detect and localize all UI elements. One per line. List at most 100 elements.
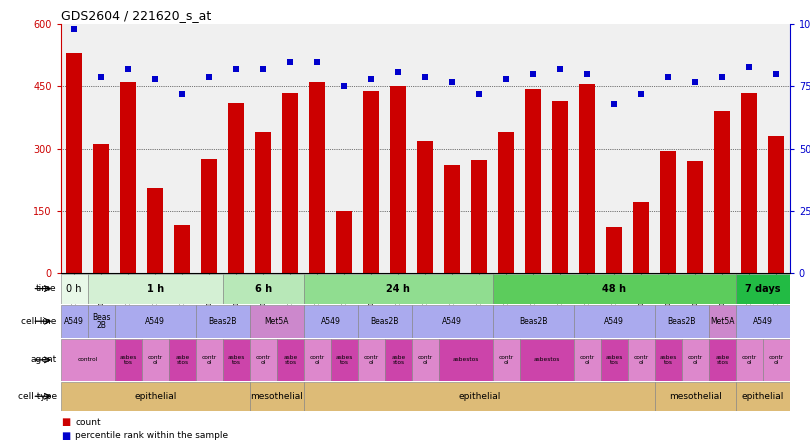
Bar [417, 141, 433, 273]
Text: 1 h: 1 h [147, 284, 164, 293]
Bar [492, 274, 735, 304]
Bar [735, 339, 763, 381]
Bar [223, 274, 304, 304]
Text: control: control [78, 357, 98, 362]
Text: agent: agent [31, 355, 57, 365]
Bar [309, 82, 326, 273]
Text: 6 h: 6 h [254, 284, 272, 293]
Bar [492, 305, 573, 338]
Point [608, 100, 620, 107]
Text: percentile rank within the sample: percentile rank within the sample [75, 431, 228, 440]
Text: asbe
stos: asbe stos [175, 355, 190, 365]
Bar [735, 274, 790, 304]
Point [176, 91, 189, 98]
Bar [768, 136, 784, 273]
Bar [411, 339, 439, 381]
Bar [714, 111, 731, 273]
Bar [282, 93, 298, 273]
Text: contr
ol: contr ol [418, 355, 433, 365]
Bar [492, 339, 520, 381]
Text: Met5A: Met5A [265, 317, 289, 326]
Text: time: time [36, 284, 57, 293]
Bar [66, 53, 83, 273]
Bar [735, 382, 790, 411]
Text: mesothelial: mesothelial [669, 392, 722, 401]
Bar [498, 132, 514, 273]
Bar [87, 305, 115, 338]
Bar [201, 159, 217, 273]
Bar [709, 305, 735, 338]
Bar [633, 202, 650, 273]
Text: A549: A549 [64, 317, 84, 326]
Text: Beas2B: Beas2B [667, 317, 696, 326]
Bar [196, 339, 223, 381]
Bar [654, 382, 735, 411]
Point [473, 91, 486, 98]
Bar [385, 339, 411, 381]
Point [284, 58, 296, 65]
Point [95, 73, 108, 80]
Text: asbes
tos: asbes tos [659, 355, 677, 365]
Point [635, 91, 648, 98]
Text: cell type: cell type [18, 392, 57, 401]
Bar [277, 339, 304, 381]
Text: contr
ol: contr ol [256, 355, 271, 365]
Bar [304, 339, 330, 381]
Text: asbes
tos: asbes tos [228, 355, 245, 365]
Text: 7 days: 7 days [745, 284, 781, 293]
Bar [249, 339, 277, 381]
Bar [120, 82, 136, 273]
Text: asbestos: asbestos [453, 357, 479, 362]
Bar [304, 382, 654, 411]
Text: GDS2604 / 221620_s_at: GDS2604 / 221620_s_at [61, 9, 211, 22]
Text: Beas
2B: Beas 2B [92, 313, 110, 330]
Bar [249, 305, 304, 338]
Point [230, 66, 243, 73]
Text: ■: ■ [61, 417, 70, 428]
Bar [87, 274, 223, 304]
Bar [709, 339, 735, 381]
Point [419, 73, 432, 80]
Point [338, 83, 351, 90]
Text: asbes
tos: asbes tos [120, 355, 137, 365]
Bar [336, 211, 352, 273]
Bar [61, 274, 87, 304]
Bar [61, 382, 249, 411]
Bar [525, 88, 541, 273]
Bar [304, 305, 358, 338]
Text: contr
ol: contr ol [688, 355, 703, 365]
Point [526, 71, 539, 78]
Point [122, 66, 134, 73]
Bar [660, 151, 676, 273]
Bar [471, 160, 488, 273]
Point [716, 73, 729, 80]
Bar [115, 305, 196, 338]
Point [392, 68, 405, 75]
Bar [249, 382, 304, 411]
Bar [741, 93, 757, 273]
Text: 24 h: 24 h [386, 284, 410, 293]
Point [202, 73, 215, 80]
Bar [601, 339, 628, 381]
Bar [439, 339, 492, 381]
Text: contr
ol: contr ol [580, 355, 595, 365]
Text: epithelial: epithelial [742, 392, 784, 401]
Text: Beas2B: Beas2B [519, 317, 548, 326]
Text: asbe
stos: asbe stos [715, 355, 729, 365]
Bar [411, 305, 492, 338]
Bar [628, 339, 654, 381]
Bar [573, 305, 654, 338]
Point [662, 73, 675, 80]
Point [68, 26, 81, 33]
Point [446, 78, 458, 85]
Bar [174, 225, 190, 273]
Bar [573, 339, 601, 381]
Text: contr
ol: contr ol [633, 355, 649, 365]
Point [149, 75, 162, 83]
Bar [61, 305, 87, 338]
Bar [390, 87, 407, 273]
Bar [552, 101, 569, 273]
Text: A549: A549 [752, 317, 773, 326]
Text: cell line: cell line [21, 317, 57, 326]
Text: Met5A: Met5A [710, 317, 735, 326]
